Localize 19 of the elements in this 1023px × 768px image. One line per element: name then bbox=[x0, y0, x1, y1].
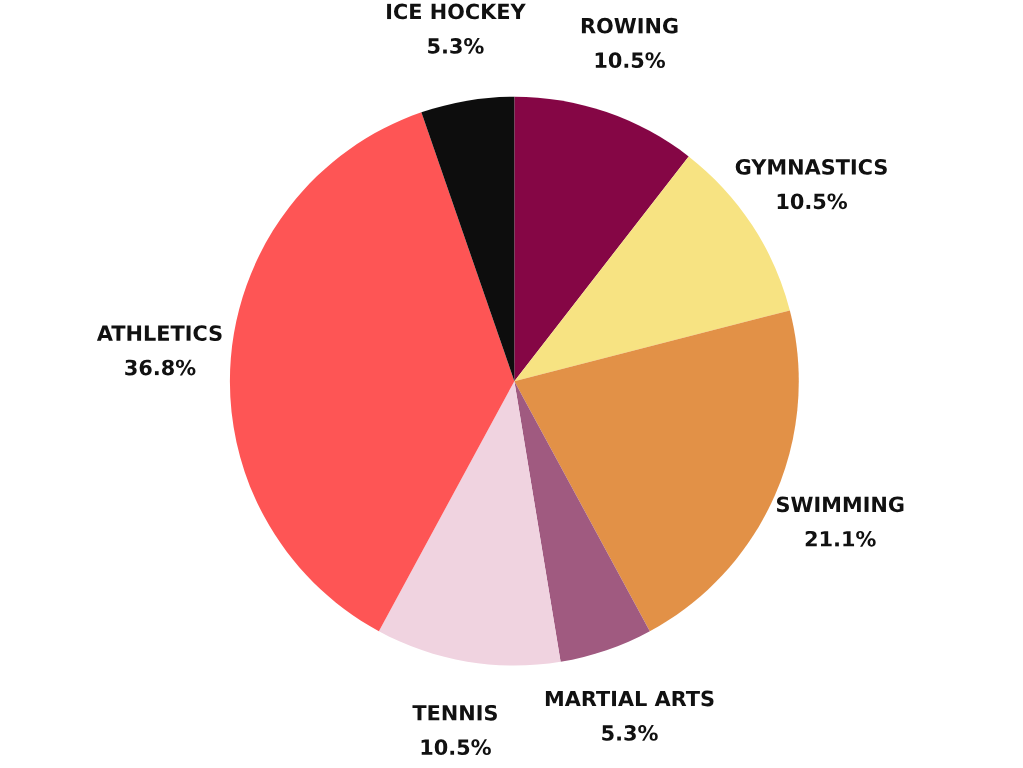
slice-label: ATHLETICS bbox=[96, 325, 222, 341]
data-label: 36.8% bbox=[125, 359, 196, 376]
pie-slice bbox=[514, 96, 689, 382]
data-label: 5.3% bbox=[428, 38, 484, 54]
pie-slice bbox=[378, 381, 561, 666]
slice-label: ICE HOCKEY bbox=[387, 3, 526, 20]
slice-label: SWIMMING bbox=[776, 496, 904, 513]
slice-label: GYMNASTICS bbox=[735, 159, 887, 175]
data-label: 5.3% bbox=[602, 725, 658, 741]
data-label: 21.1% bbox=[805, 530, 876, 547]
pie-slice bbox=[514, 381, 650, 662]
pie-slice bbox=[229, 112, 515, 632]
slice-label: MARTIAL ARTS bbox=[545, 690, 714, 707]
slice-label: ROWING bbox=[581, 17, 678, 34]
data-label: 10.5% bbox=[421, 739, 491, 756]
data-label: 10.5% bbox=[595, 52, 665, 69]
pie-slice bbox=[421, 96, 515, 382]
data-label: 10.5% bbox=[777, 193, 847, 210]
slice-label: TENNIS bbox=[412, 704, 497, 721]
